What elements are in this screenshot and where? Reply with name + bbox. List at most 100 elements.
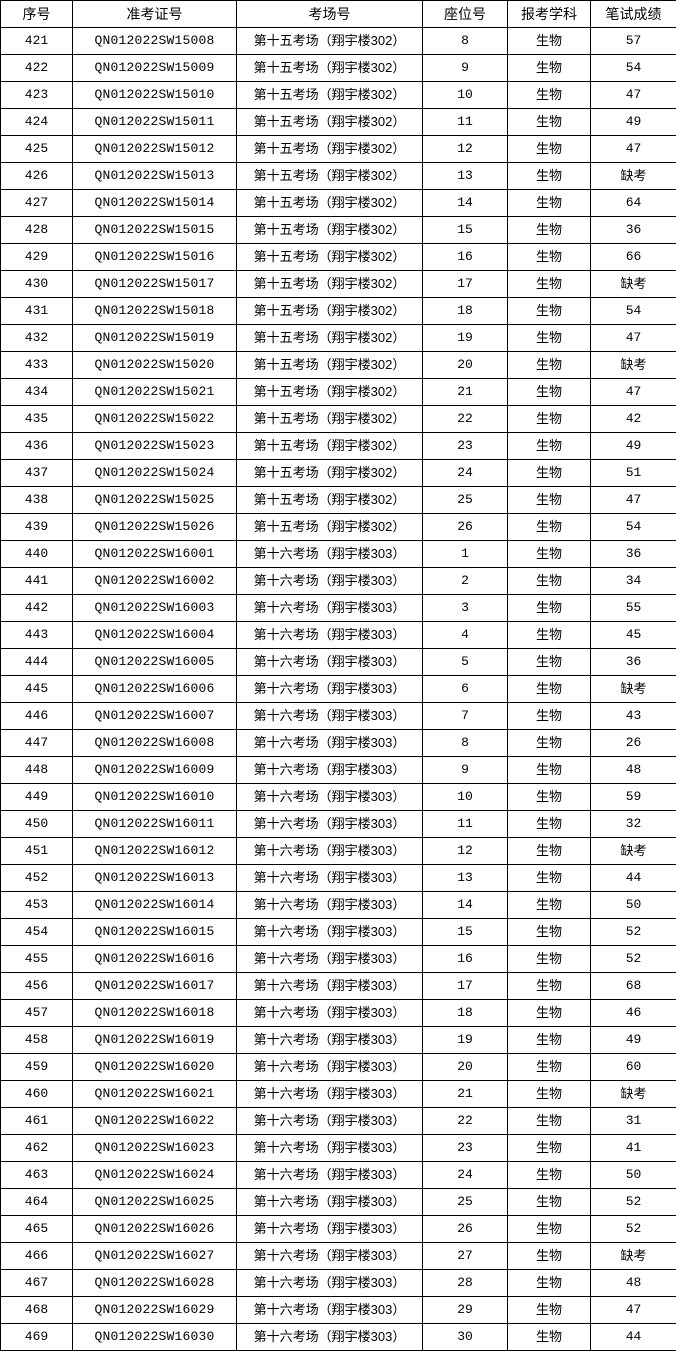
cell-index: 429: [1, 244, 73, 271]
cell-index: 421: [1, 28, 73, 55]
cell-subject: 生物: [508, 946, 591, 973]
cell-ticket: QN012022SW16016: [73, 946, 237, 973]
cell-seat: 12: [423, 838, 508, 865]
cell-room: 第十五考场（翔宇楼302）: [237, 487, 423, 514]
cell-subject: 生物: [508, 271, 591, 298]
cell-ticket: QN012022SW16023: [73, 1135, 237, 1162]
cell-seat: 30: [423, 1324, 508, 1351]
cell-subject: 生物: [508, 460, 591, 487]
cell-room: 第十五考场（翔宇楼302）: [237, 271, 423, 298]
cell-room: 第十六考场（翔宇楼303）: [237, 541, 423, 568]
cell-index: 450: [1, 811, 73, 838]
cell-seat: 26: [423, 1216, 508, 1243]
cell-subject: 生物: [508, 973, 591, 1000]
column-header-index: 序号: [1, 1, 73, 28]
cell-score: 66: [591, 244, 676, 271]
cell-ticket: QN012022SW15023: [73, 433, 237, 460]
cell-ticket: QN012022SW15022: [73, 406, 237, 433]
cell-room: 第十五考场（翔宇楼302）: [237, 298, 423, 325]
cell-index: 456: [1, 973, 73, 1000]
cell-room: 第十六考场（翔宇楼303）: [237, 757, 423, 784]
cell-score: 60: [591, 1054, 676, 1081]
column-header-ticket: 准考证号: [73, 1, 237, 28]
cell-index: 454: [1, 919, 73, 946]
cell-score: 缺考: [591, 1243, 676, 1270]
cell-score: 47: [591, 325, 676, 352]
cell-ticket: QN012022SW16030: [73, 1324, 237, 1351]
cell-seat: 15: [423, 919, 508, 946]
cell-room: 第十六考场（翔宇楼303）: [237, 1216, 423, 1243]
cell-seat: 18: [423, 298, 508, 325]
cell-score: 51: [591, 460, 676, 487]
cell-seat: 9: [423, 757, 508, 784]
cell-index: 453: [1, 892, 73, 919]
cell-room: 第十六考场（翔宇楼303）: [237, 838, 423, 865]
cell-subject: 生物: [508, 217, 591, 244]
cell-subject: 生物: [508, 109, 591, 136]
cell-room: 第十六考场（翔宇楼303）: [237, 1081, 423, 1108]
cell-subject: 生物: [508, 1081, 591, 1108]
cell-index: 435: [1, 406, 73, 433]
cell-ticket: QN012022SW16008: [73, 730, 237, 757]
cell-ticket: QN012022SW15014: [73, 190, 237, 217]
cell-seat: 21: [423, 1081, 508, 1108]
column-header-score: 笔试成绩: [591, 1, 676, 28]
cell-room: 第十五考场（翔宇楼302）: [237, 136, 423, 163]
cell-score: 48: [591, 1270, 676, 1297]
cell-seat: 24: [423, 460, 508, 487]
cell-index: 466: [1, 1243, 73, 1270]
cell-subject: 生物: [508, 1000, 591, 1027]
cell-subject: 生物: [508, 703, 591, 730]
cell-subject: 生物: [508, 487, 591, 514]
cell-ticket: QN012022SW16026: [73, 1216, 237, 1243]
cell-room: 第十六考场（翔宇楼303）: [237, 703, 423, 730]
cell-seat: 13: [423, 865, 508, 892]
cell-subject: 生物: [508, 1324, 591, 1351]
cell-index: 463: [1, 1162, 73, 1189]
cell-score: 45: [591, 622, 676, 649]
column-header-subject: 报考学科: [508, 1, 591, 28]
cell-ticket: QN012022SW15019: [73, 325, 237, 352]
cell-subject: 生物: [508, 55, 591, 82]
cell-seat: 7: [423, 703, 508, 730]
cell-subject: 生物: [508, 730, 591, 757]
cell-seat: 9: [423, 55, 508, 82]
cell-index: 436: [1, 433, 73, 460]
cell-subject: 生物: [508, 892, 591, 919]
cell-score: 49: [591, 109, 676, 136]
cell-seat: 17: [423, 271, 508, 298]
cell-room: 第十六考场（翔宇楼303）: [237, 1162, 423, 1189]
cell-subject: 生物: [508, 676, 591, 703]
cell-room: 第十六考场（翔宇楼303）: [237, 649, 423, 676]
cell-subject: 生物: [508, 757, 591, 784]
cell-index: 440: [1, 541, 73, 568]
cell-index: 445: [1, 676, 73, 703]
cell-subject: 生物: [508, 190, 591, 217]
cell-score: 缺考: [591, 271, 676, 298]
cell-score: 49: [591, 1027, 676, 1054]
cell-score: 52: [591, 1216, 676, 1243]
cell-room: 第十五考场（翔宇楼302）: [237, 433, 423, 460]
cell-seat: 11: [423, 811, 508, 838]
cell-score: 缺考: [591, 676, 676, 703]
cell-score: 50: [591, 1162, 676, 1189]
cell-ticket: QN012022SW16006: [73, 676, 237, 703]
cell-ticket: QN012022SW15009: [73, 55, 237, 82]
cell-index: 425: [1, 136, 73, 163]
cell-room: 第十五考场（翔宇楼302）: [237, 352, 423, 379]
cell-index: 423: [1, 82, 73, 109]
